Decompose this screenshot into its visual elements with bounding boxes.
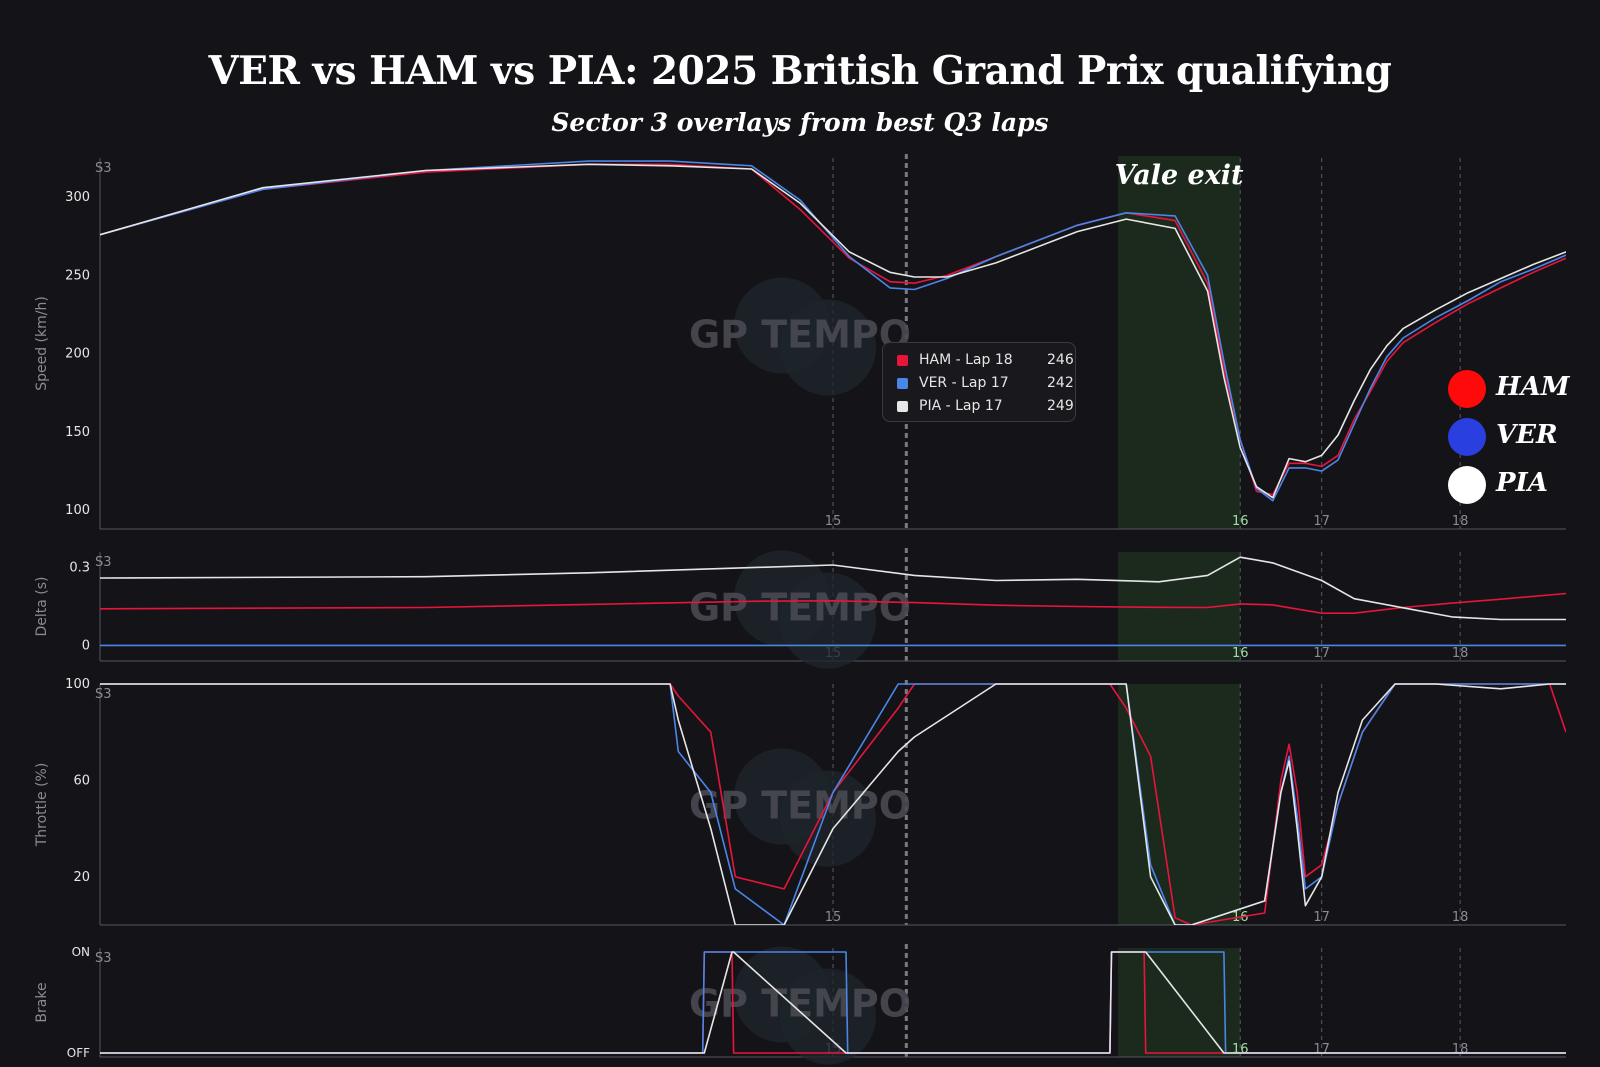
x-tick-label-speed-2: 17 [1313, 514, 1330, 529]
y-axis-title-throttle: Throttle (%) [34, 763, 50, 848]
legend-name-pia: PIA - Lap 17 [919, 398, 1003, 414]
series-line-brake-pia [100, 951, 1566, 1054]
driver-dot-pia [1448, 466, 1486, 504]
legend-swatch-ver [897, 378, 908, 389]
x-tick-label-brake-1: 16 [1232, 1042, 1249, 1057]
legend-name-ham: HAM - Lap 18 [919, 352, 1013, 368]
chart-title: VER vs HAM vs PIA: 2025 British Grand Pr… [208, 48, 1392, 94]
y-tick-label-brake-on: ON [72, 945, 90, 959]
x-tick-label-speed-1: 16 [1232, 514, 1249, 529]
sector-tag-throttle: S3 [95, 687, 112, 702]
y-tick-label-speed-2: 200 [65, 347, 90, 362]
x-tick-label-throttle-3: 18 [1452, 910, 1469, 925]
driver-dot-ver [1448, 418, 1486, 456]
legend-name-ver: VER - Lap 17 [919, 375, 1009, 391]
x-tick-label-delta-1: 16 [1232, 646, 1249, 661]
y-tick-label-throttle-0: 20 [73, 870, 90, 885]
series-line-speed-pia [100, 163, 1566, 499]
watermark-circle-speed-b [780, 299, 876, 396]
watermark-brake: GP TEMPO [689, 982, 911, 1026]
driver-dot-ham [1448, 370, 1486, 408]
x-tick-label-throttle-0: 15 [825, 910, 842, 925]
y-tick-label-speed-1: 150 [65, 425, 90, 440]
series-line-speed-ver [100, 160, 1566, 502]
watermark-circle-throttle-b [780, 770, 876, 867]
series-line-speed-ham [100, 163, 1566, 496]
legend-value-pia: 249 [1047, 398, 1074, 414]
x-tick-label-delta-3: 18 [1452, 646, 1469, 661]
highlight-label: Vale exit [1115, 160, 1244, 191]
y-axis-title-delta: Delta (s) [34, 576, 50, 636]
x-tick-label-delta-2: 17 [1313, 646, 1330, 661]
sector-tag-brake: S3 [95, 951, 112, 966]
y-tick-label-speed-0: 100 [65, 503, 90, 518]
watermark-delta: GP TEMPO [689, 586, 911, 630]
y-tick-label-delta-0: 0 [82, 638, 90, 653]
y-axis-title-speed: Speed (km/h) [34, 296, 50, 391]
y-tick-label-speed-3: 250 [65, 268, 90, 283]
y-tick-label-speed-4: 300 [65, 190, 90, 205]
chart-subtitle: Sector 3 overlays from best Q3 laps [551, 108, 1049, 137]
x-tick-label-brake-3: 18 [1452, 1042, 1469, 1057]
y-tick-label-delta-1: 0.3 [69, 561, 90, 576]
x-tick-label-speed-3: 18 [1452, 514, 1469, 529]
sector-tag-speed: S3 [95, 161, 112, 176]
x-tick-label-throttle-2: 17 [1313, 910, 1330, 925]
legend-swatch-pia [897, 401, 908, 412]
driver-label-ver: VER [1496, 420, 1558, 450]
sector-tag-delta: S3 [95, 555, 112, 570]
legend-value-ver: 242 [1047, 375, 1074, 391]
legend-swatch-ham [897, 355, 908, 366]
watermark-throttle: GP TEMPO [689, 784, 911, 828]
series-line-throttle-ver [100, 683, 1566, 925]
y-tick-label-throttle-1: 60 [73, 773, 90, 788]
driver-label-ham: HAM [1496, 372, 1570, 402]
watermark-circle-delta-b [780, 572, 876, 669]
y-tick-label-brake-off: OFF [67, 1046, 90, 1060]
driver-label-pia: PIA [1496, 468, 1548, 498]
watermark-circle-brake-b [780, 968, 876, 1065]
highlight-band-speed [1118, 156, 1241, 529]
x-tick-label-brake-2: 17 [1313, 1042, 1330, 1057]
series-line-delta-pia [100, 556, 1566, 621]
highlight-band-brake [1118, 948, 1241, 1057]
series-line-throttle-pia [100, 683, 1566, 925]
y-axis-title-brake: Brake [34, 982, 50, 1022]
legend-value-ham: 246 [1047, 352, 1074, 368]
x-tick-label-speed-0: 15 [825, 514, 842, 529]
y-tick-label-throttle-2: 100 [65, 677, 90, 692]
hover-legend: HAM - Lap 18 246 VER - Lap 17 242 PIA - … [882, 342, 1076, 422]
watermark-speed: GP TEMPO [689, 313, 911, 357]
series-line-delta-ham [100, 592, 1566, 615]
highlight-band-throttle [1118, 684, 1241, 925]
